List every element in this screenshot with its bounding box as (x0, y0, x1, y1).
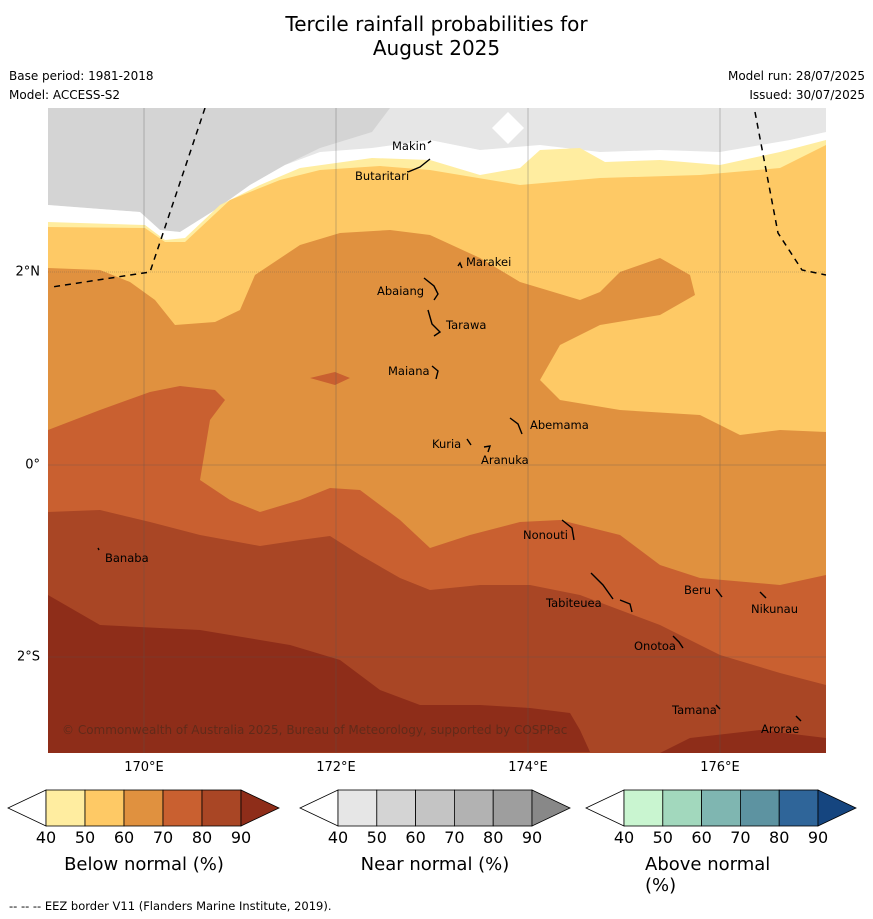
colorbar-below-normal (7, 789, 280, 827)
lon-label-176e: 176°E (700, 760, 740, 775)
place-label-tabiteuea: Tabiteuea (546, 596, 602, 610)
colorbar-segment (740, 789, 780, 827)
below-90-region-east (660, 730, 826, 753)
place-label-aranuka: Aranuka (481, 453, 529, 467)
tick-label: 90 (807, 828, 829, 847)
tick-label: 60 (113, 828, 135, 847)
colorbar-segment (453, 789, 494, 827)
colorbar-segment (778, 789, 819, 827)
tick-label: 90 (521, 828, 543, 847)
place-label-nonouti: Nonouti (523, 528, 568, 542)
colorbar-arrow-low (585, 789, 625, 827)
lat-label-0: 0° (25, 457, 40, 473)
place-label-butaritari: Butaritari (355, 169, 410, 183)
tick-label: 40 (327, 828, 349, 847)
tick-label: 80 (483, 828, 504, 847)
colorbar-title-near: Near normal (%) (360, 854, 510, 875)
chart-title: Tercile rainfall probabilities for Augus… (0, 12, 873, 60)
colorbar-arrow-low (299, 789, 339, 827)
colorbar-above-normal (585, 789, 857, 827)
lat-label-2n: 2°N (15, 264, 41, 280)
colorbar-near-normal (299, 789, 571, 827)
place-label-nikunau: Nikunau (751, 602, 799, 616)
model-run: Model run: 28/07/2025 (727, 69, 865, 83)
colorbar-segment (162, 789, 203, 827)
eez-border (51, 108, 826, 288)
white-gap-diamond (492, 112, 524, 144)
place-label-arorae: Arorae (761, 722, 800, 736)
tick-label: 60 (405, 828, 426, 847)
tick-label: 80 (191, 828, 213, 847)
lat-label-2s: 2°S (16, 649, 40, 665)
place-label-onotoa: Onotoa (634, 639, 676, 653)
colorbar-title-above: Above normal (%) (645, 854, 771, 896)
place-label-makin: Makin (392, 139, 427, 153)
colorbar-arrow-high (817, 789, 857, 827)
eez-footnote: -- -- -- EEZ border V11 (Flanders Marine… (9, 899, 332, 913)
model-name: Model: ACCESS-S2 (9, 88, 121, 102)
place-label-banaba: Banaba (105, 551, 149, 565)
colorbar-segment (662, 789, 702, 827)
tick-label: 60 (691, 828, 712, 847)
colorbar-segment (415, 789, 455, 827)
place-label-beru: Beru (684, 583, 711, 597)
colorbar-segment (84, 789, 125, 827)
colorbar-arrow-low (7, 789, 47, 827)
below-90-region (48, 595, 590, 753)
tick-label: 50 (652, 828, 673, 847)
tick-label: 80 (769, 828, 790, 847)
title-line-2: August 2025 (372, 36, 501, 60)
probability-map (48, 108, 826, 753)
tick-label: 90 (230, 828, 252, 847)
meta-right: Model run: 28/07/2025 Issued: 30/07/2025 (728, 67, 865, 105)
below-70-patch (310, 372, 350, 385)
meta-left: Base period: 1981-2018 Model: ACCESS-S2 (9, 67, 154, 105)
tick-label: 70 (730, 828, 751, 847)
place-label-kuria: Kuria (432, 437, 462, 451)
place-label-tarawa: Tarawa (446, 318, 487, 332)
island-outlines (97, 140, 802, 722)
place-label-marakei: Marakei (466, 255, 512, 269)
tick-label: 70 (152, 828, 174, 847)
colorbar-segment (376, 789, 416, 827)
tick-label: 40 (613, 828, 635, 847)
base-period: Base period: 1981-2018 (9, 69, 154, 83)
issued-date: Issued: 30/07/2025 (749, 88, 865, 102)
colorbar-segment (701, 789, 741, 827)
near-normal-50-region (48, 108, 390, 232)
colorbar-segment (492, 789, 533, 827)
lon-label-174e: 174°E (508, 760, 548, 775)
tick-label: 50 (74, 828, 96, 847)
colorbar-title-below: Below normal (%) (64, 854, 224, 875)
place-label-abaiang: Abaiang (377, 284, 425, 298)
title-line-1: Tercile rainfall probabilities for (285, 12, 588, 36)
tick-label: 50 (366, 828, 387, 847)
colorbar-segment (123, 789, 164, 827)
place-label-maiana: Maiana (388, 364, 430, 378)
colorbar-arrow-high (240, 789, 280, 827)
colorbar-segment (201, 789, 242, 827)
lon-label-170e: 170°E (124, 760, 164, 775)
colorbar-segment (623, 789, 664, 827)
colorbar-segment (45, 789, 86, 827)
colorbar-arrow-high (531, 789, 571, 827)
lon-label-172e: 172°E (316, 760, 356, 775)
tick-label: 70 (444, 828, 465, 847)
tick-label: 40 (35, 828, 57, 847)
place-label-tamana: Tamana (672, 703, 717, 717)
place-label-abemama: Abemama (530, 418, 589, 432)
colorbar-segment (337, 789, 378, 827)
gridlines (48, 108, 826, 753)
copyright-notice: © Commonwealth of Australia 2025, Bureau… (62, 723, 568, 737)
